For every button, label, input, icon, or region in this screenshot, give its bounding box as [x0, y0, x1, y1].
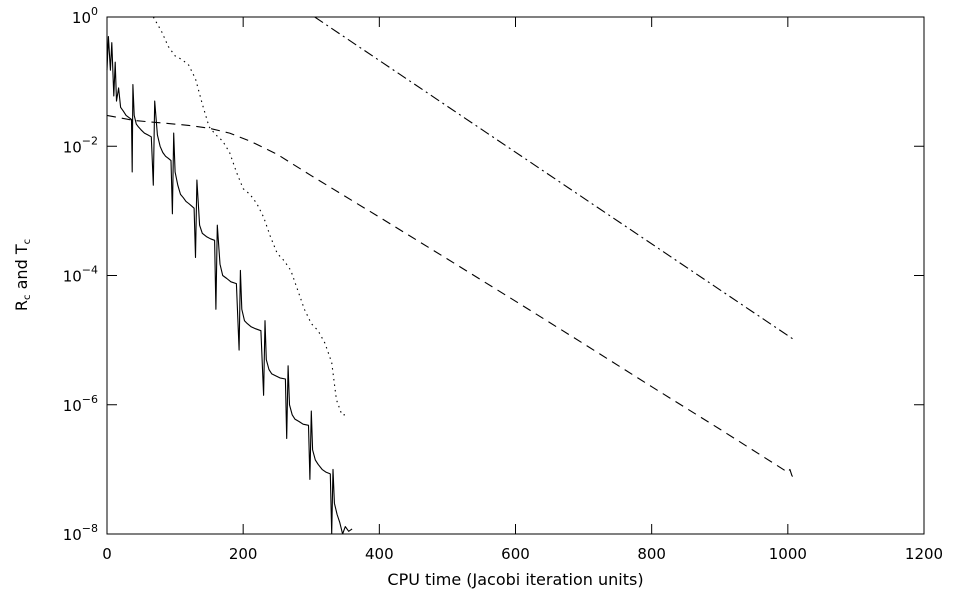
- x-axis-ticks: 0 200 400 600 800 1000 1200: [102, 17, 943, 563]
- series-line-solid: [106, 35, 353, 535]
- x-tick-label: 0: [102, 545, 112, 563]
- y-tick-label: 10−8: [63, 522, 98, 544]
- series-line-dotted: [152, 16, 346, 416]
- y-tick-label: 100: [72, 5, 98, 27]
- y-tick-label: 10−4: [63, 264, 98, 286]
- series-line-dash-dot: [314, 16, 795, 341]
- series-layer: [106, 16, 796, 535]
- y-axis-title: Rc and Tc: [12, 239, 33, 311]
- y-tick-label: 10−6: [63, 393, 98, 415]
- x-tick-label: 200: [229, 545, 258, 563]
- x-tick-label: 600: [501, 545, 530, 563]
- y-axis-ticks: 100 10−2 10−4 10−6 10−8: [63, 5, 924, 544]
- plot-frame: [106, 16, 925, 535]
- x-tick-label: 1000: [769, 545, 807, 563]
- x-tick-label: 800: [637, 545, 666, 563]
- x-tick-label: 400: [365, 545, 394, 563]
- y-tick-label: 10−2: [63, 134, 98, 156]
- x-axis-title: CPU time (Jacobi iteration units): [387, 570, 643, 589]
- x-tick-label: 1200: [905, 545, 943, 563]
- series-line-dashed: [106, 114, 796, 480]
